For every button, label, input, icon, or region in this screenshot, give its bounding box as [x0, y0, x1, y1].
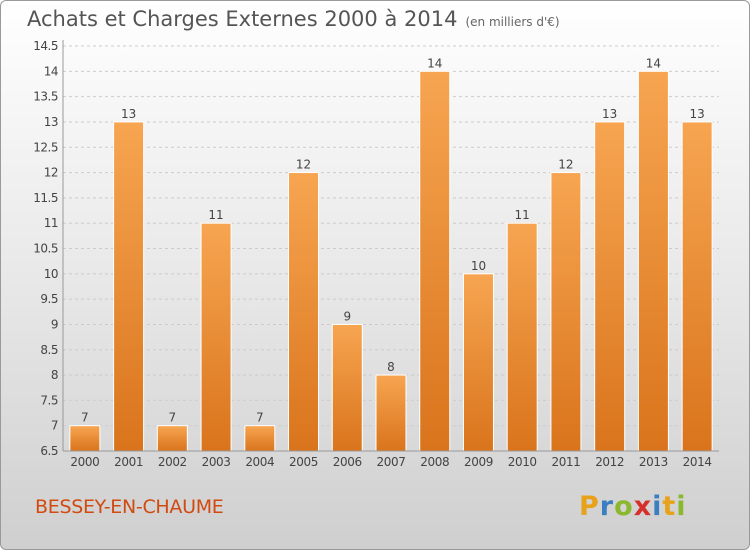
- bar-2002: [156, 425, 188, 452]
- x-tick-label: 2003: [202, 455, 231, 469]
- y-tick-label: 12: [44, 166, 58, 180]
- bar-2005: [288, 172, 320, 452]
- bar-2000: [69, 425, 101, 452]
- axes: 6.5 7 7.5 8 8.5 9 9.5 10 10.5 11 11.5 12 12.5 13 13.5 1…: [33, 39, 719, 469]
- bar-2010: [506, 222, 538, 452]
- x-tick-label: 2002: [158, 455, 187, 469]
- chart-title: Achats et Charges Externes 2000 à 2014 (e…: [27, 7, 560, 31]
- data-label: 10: [471, 259, 486, 273]
- data-label: 12: [296, 158, 311, 172]
- commune-name: BESSEY-EN-CHAUME: [35, 496, 224, 518]
- y-tick-label: 11.5: [33, 191, 58, 205]
- proxiti-logo: Proxiti: [579, 491, 687, 522]
- data-label: 11: [208, 208, 223, 222]
- y-tick-label: 14.5: [33, 39, 58, 53]
- logo-letter: x: [633, 491, 653, 522]
- y-tick-label: 7: [51, 419, 58, 433]
- y-tick-label: 10: [44, 267, 58, 281]
- logo-letter: i: [676, 491, 687, 522]
- bar-2014: [681, 121, 713, 452]
- bar-2011: [550, 172, 582, 452]
- data-label: 7: [169, 411, 177, 425]
- x-tick-label: 2000: [70, 455, 99, 469]
- bar-2012: [594, 121, 626, 452]
- x-tick-label: 2014: [683, 455, 712, 469]
- data-label: 14: [646, 56, 661, 70]
- y-tick-label: 14: [44, 64, 58, 78]
- chart-subtitle: (en milliers d'€): [465, 15, 560, 29]
- bar-2006: [331, 323, 363, 452]
- y-tick-label: 9: [51, 317, 58, 331]
- y-tick-label: 6.5: [40, 444, 58, 458]
- bar-2007: [375, 374, 407, 452]
- data-labels: 7 13 7 11 7 12 9 8 14 10 11 12 13 14 13: [81, 56, 705, 424]
- x-tick-label: 2005: [289, 455, 318, 469]
- y-tick-label: 9.5: [40, 292, 58, 306]
- data-label: 7: [256, 411, 264, 425]
- logo-letter: r: [599, 491, 615, 522]
- x-tick-label: 2012: [595, 455, 624, 469]
- bar-2003: [200, 222, 232, 452]
- x-tick-label: 2007: [377, 455, 406, 469]
- data-label: 14: [427, 56, 442, 70]
- logo-letter: P: [579, 491, 600, 522]
- data-label: 13: [121, 107, 136, 121]
- logo-letter: o: [614, 491, 634, 522]
- x-tick-label: 2009: [464, 455, 493, 469]
- logo-letter: i: [652, 491, 663, 522]
- x-tick-label: 2001: [114, 455, 143, 469]
- data-label: 7: [81, 411, 89, 425]
- bars: [69, 70, 713, 452]
- x-tick-label: 2013: [639, 455, 668, 469]
- x-tick-label: 2011: [551, 455, 580, 469]
- data-label: 8: [387, 360, 395, 374]
- data-label: 11: [515, 208, 530, 222]
- bar-2008: [419, 70, 451, 452]
- data-label: 12: [558, 158, 573, 172]
- data-label: 13: [602, 107, 617, 121]
- data-label: 13: [689, 107, 704, 121]
- y-tick-label: 10.5: [33, 242, 58, 256]
- x-tick-label: 2008: [420, 455, 449, 469]
- y-tick-label: 11: [44, 216, 58, 230]
- y-tick-label: 13: [44, 115, 58, 129]
- chart-title-text: Achats et Charges Externes 2000 à 2014: [27, 7, 458, 31]
- y-tick-label: 12.5: [33, 140, 58, 154]
- bar-2013: [637, 70, 669, 452]
- y-tick-label: 8: [51, 368, 58, 382]
- y-tick-label: 7.5: [40, 393, 58, 407]
- x-tick-label: 2004: [245, 455, 274, 469]
- logo-letter: t: [662, 491, 677, 522]
- y-tick-label: 13.5: [33, 90, 58, 104]
- bar-2004: [244, 425, 276, 452]
- bar-2001: [113, 121, 145, 452]
- x-tick-label: 2010: [508, 455, 537, 469]
- x-tick-label: 2006: [333, 455, 362, 469]
- data-label: 9: [343, 309, 351, 323]
- bar-2009: [462, 273, 494, 452]
- y-tick-label: 8.5: [40, 343, 58, 357]
